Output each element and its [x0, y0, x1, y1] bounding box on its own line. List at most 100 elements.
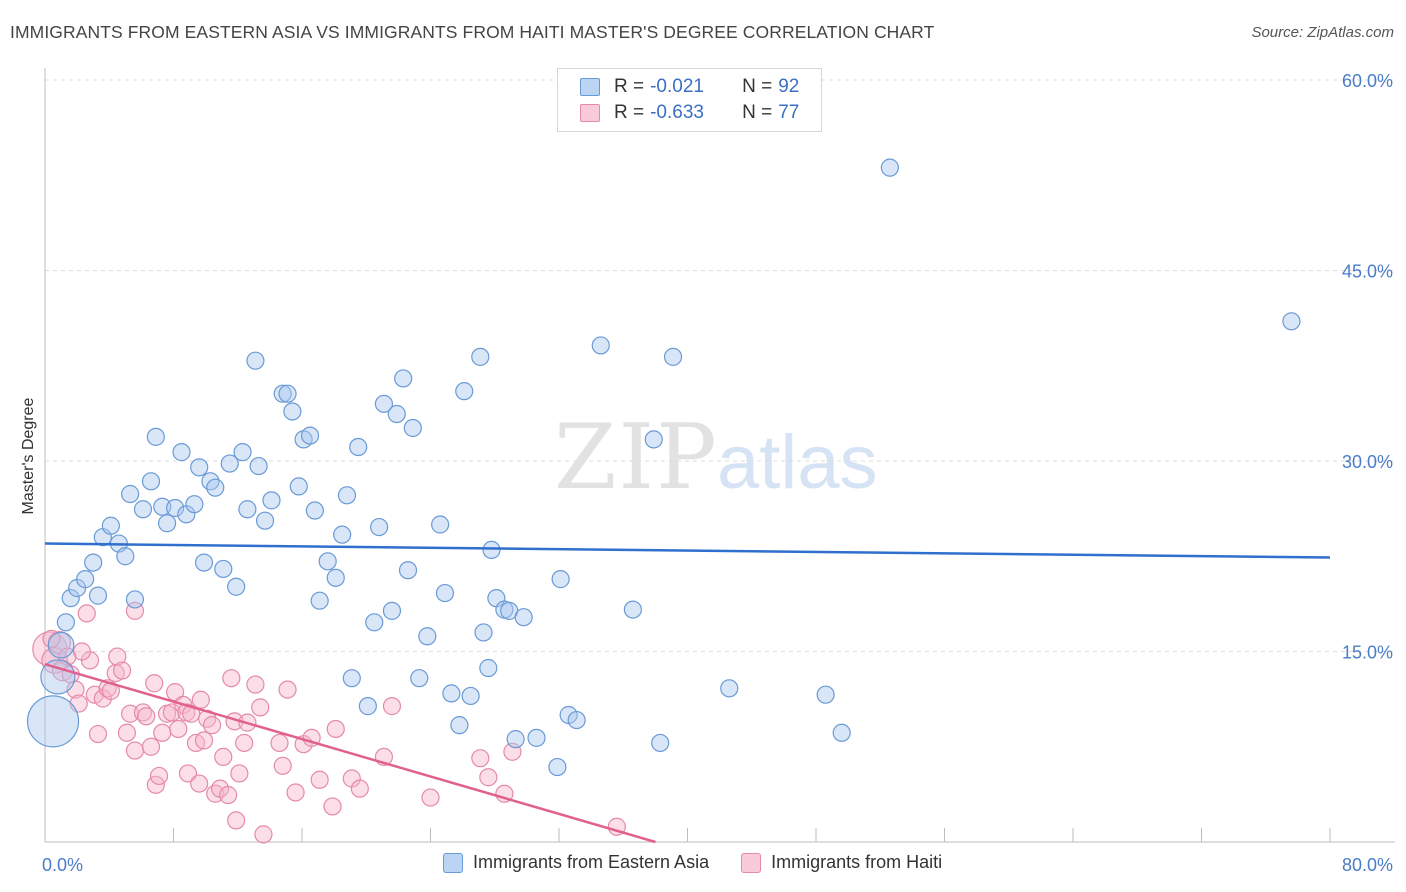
watermark: ZIP atlas: [554, 405, 878, 510]
eastern-asia-point: [246, 351, 265, 370]
eastern-asia-point: [506, 730, 525, 749]
haiti-point: [235, 733, 254, 753]
eastern-asia-point: [133, 500, 153, 519]
eastern-asia-point: [663, 347, 683, 366]
legend-row-eastern-asia: R = -0.021 N = 92: [580, 74, 799, 100]
eastern-asia-point: [880, 158, 899, 177]
eastern-asia-point: [461, 686, 480, 706]
eastern-asia-point: [146, 427, 165, 446]
legend-swatch-blue: [443, 852, 463, 873]
eastern-asia-point: [233, 443, 252, 462]
eastern-asia-point: [283, 402, 302, 421]
haiti-point: [108, 647, 127, 666]
eastern-asia-point: [349, 437, 368, 457]
haiti-point: [471, 749, 490, 768]
x-tick-label-min: 0.0%: [42, 855, 83, 875]
eastern-asia-point: [185, 495, 204, 514]
haiti-point: [169, 719, 188, 739]
eastern-asia-point: [471, 347, 490, 366]
haiti-point: [246, 675, 265, 694]
eastern-asia-point: [220, 454, 239, 473]
y-axis-label: Master's Degree: [20, 397, 37, 514]
watermark-atlas: atlas: [717, 420, 878, 505]
eastern-asia-point: [157, 514, 177, 533]
haiti-point: [137, 707, 156, 726]
haiti-point: [112, 661, 132, 680]
haiti-point: [182, 704, 201, 723]
eastern-asia-point: [514, 608, 533, 627]
eastern-asia-point: [374, 394, 394, 413]
eastern-asia-point: [153, 497, 172, 516]
haiti-point: [141, 737, 161, 756]
eastern-asia-point: [479, 658, 498, 678]
haiti-point: [421, 788, 440, 807]
eastern-asia-point: [567, 710, 586, 730]
haiti-point: [194, 731, 214, 750]
chart-title: IMMIGRANTS FROM EASTERN ASIA VS IMMIGRAN…: [10, 22, 935, 42]
legend-r-value: -0.021: [650, 76, 704, 97]
eastern-asia-point: [435, 583, 455, 603]
legend-row-haiti: R = -0.633 N = 77: [580, 100, 799, 126]
haiti-point: [230, 764, 249, 783]
haiti-point: [251, 698, 270, 717]
eastern-asia-point: [431, 515, 450, 534]
haiti-point: [42, 629, 61, 648]
haiti-point: [149, 766, 169, 786]
eastern-asia-point: [720, 679, 739, 698]
watermark-zip: ZIP: [554, 405, 719, 510]
haiti-trend-line: [44, 662, 656, 844]
eastern-asia-point: [410, 669, 429, 688]
stats-legend: R = -0.021 N = 92 R = -0.633 N = 77: [557, 68, 822, 132]
eastern-asia-trend-line: [44, 542, 1331, 559]
eastern-asia-point: [442, 684, 461, 703]
eastern-asia-point: [482, 540, 501, 560]
eastern-asia-point: [527, 728, 546, 747]
eastern-asia-point: [76, 570, 95, 589]
haiti-point: [219, 785, 238, 805]
x-tick-label-max: 80.0%: [1342, 855, 1393, 875]
eastern-asia-point: [326, 568, 345, 587]
legend-r-label: R =: [614, 102, 645, 123]
eastern-asia-point: [337, 486, 357, 505]
eastern-asia-point: [382, 601, 402, 620]
y-tick-label: 45.0%: [1342, 262, 1393, 282]
haiti-point: [190, 774, 209, 793]
haiti-point: [66, 680, 85, 699]
eastern-asia-point: [121, 484, 140, 504]
eastern-asia-point: [387, 404, 406, 424]
eastern-asia-point: [214, 559, 233, 579]
haiti-point: [214, 747, 233, 767]
eastern-asia-point: [365, 613, 384, 632]
haiti-point: [117, 723, 137, 742]
haiti-point: [206, 784, 225, 803]
eastern-asia-point: [342, 669, 361, 688]
eastern-asia-point: [370, 517, 389, 537]
eastern-asia-point: [194, 553, 214, 572]
tick-labels: 15.0% 30.0% 45.0% 60.0% 0.0% 80.0%: [42, 71, 1393, 875]
trend-lines: [44, 542, 1331, 844]
legend-r-label: R =: [614, 76, 645, 97]
eastern-asia-point: [206, 478, 225, 497]
haiti-point: [72, 642, 92, 661]
grid: [45, 79, 1395, 652]
y-tick-label: 15.0%: [1342, 643, 1393, 663]
haiti-point: [278, 680, 297, 699]
legend-swatch-pink: [580, 104, 600, 122]
haiti-point: [310, 770, 329, 789]
eastern-asia-point: [255, 511, 275, 530]
eastern-asia-point: [101, 516, 120, 535]
haiti-point: [77, 604, 96, 623]
legend-n-label: N =: [742, 102, 773, 123]
eastern-asia-point: [333, 525, 352, 544]
eastern-asia-point: [1282, 312, 1301, 331]
eastern-asia-point: [591, 336, 610, 355]
eastern-asia-point: [305, 501, 324, 520]
eastern-asia-point: [26, 695, 80, 748]
haiti-point: [125, 741, 145, 760]
eastern-asia-point: [289, 477, 308, 496]
axes: [44, 68, 1395, 843]
haiti-point: [273, 756, 292, 775]
eastern-asia-point: [548, 757, 567, 777]
eastern-asia-point: [644, 430, 663, 449]
legend-swatch-pink: [741, 852, 762, 873]
